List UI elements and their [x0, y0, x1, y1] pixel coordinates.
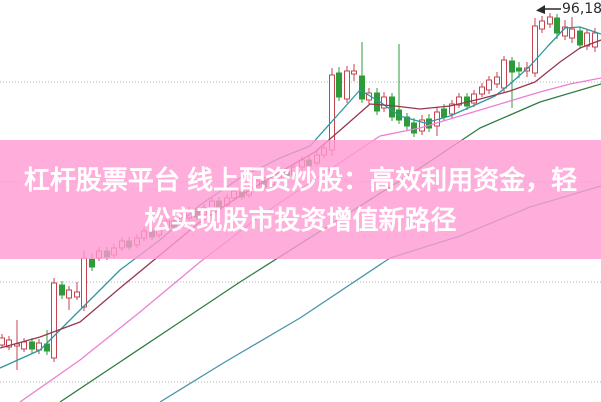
price-annotation: 96,18 [536, 1, 601, 17]
ma-magenta [19, 77, 601, 402]
banner-title-line1: 杠杆股票平台 线上配资炒股：高效利用资金，轻 [23, 164, 578, 195]
banner-title-line2: 松实现股市投资增值新路径 [144, 204, 457, 235]
price-label: 96,18 [562, 1, 601, 17]
arrow-left-icon [536, 5, 561, 14]
promo-banner-overlay: 杠杆股票平台 线上配资炒股：高效利用资金，轻 松实现股市投资增值新路径 [0, 140, 601, 259]
ma-mid-maroon [0, 39, 601, 349]
